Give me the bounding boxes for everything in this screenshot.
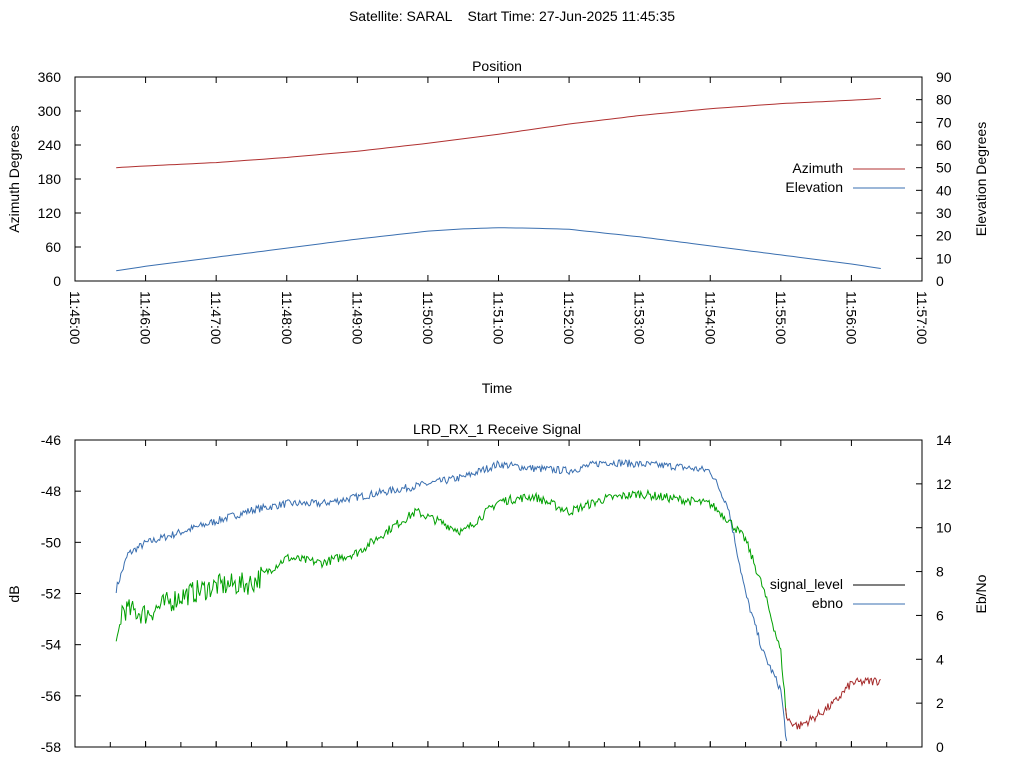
y-tick-label: 120 [38,205,62,221]
x-tick-label: 11:57:00 [914,291,930,345]
x-tick-label: 11:47:00 [208,291,224,345]
y-tick-label: -58 [41,739,61,755]
y2-tick-label: 30 [936,205,952,221]
y2-tick-label: 20 [936,228,952,244]
position-xlabel: Time [482,380,513,396]
signal-chart: LRD_RX_1 Receive Signal -58-56-54-52-50-… [6,421,989,755]
x-tick-label: 11:54:00 [702,291,718,345]
y2-tick-label: 12 [936,476,952,492]
ebno-line [115,459,788,742]
y2-tick-label: 50 [936,160,952,176]
page-title: Satellite: SARAL Start Time: 27-Jun-2025… [348,8,676,24]
position-series [116,98,881,272]
y-tick-label: -52 [41,586,61,602]
signal-series [115,459,881,742]
y-tick-label: 180 [38,171,62,187]
legend-signal-level-label: signal_level [770,576,843,592]
y-tick-label: -50 [41,534,61,550]
position-ticks: 0 60 120 180 240 300 360 0 10 20 30 40 50 60 70 80 90 11:… [38,69,952,345]
position-ylabel: Azimuth Degrees [6,125,22,232]
y2-tick-label: 4 [936,651,944,667]
y-tick-label: 300 [38,103,62,119]
position-y2label: Elevation Degrees [973,122,989,236]
x-tick-label: 11:50:00 [420,291,436,345]
y-tick-label: 0 [53,273,61,289]
signal-plot-frame [74,439,923,748]
y2-tick-label: 2 [936,695,944,711]
y2-tick-label: 60 [936,137,952,153]
position-chart-title: Position [472,58,522,74]
signal-level-line [115,488,788,719]
x-tick-label: 11:48:00 [279,291,295,345]
x-tick-label: 11:46:00 [138,291,154,345]
x-tick-label: 11:55:00 [773,291,789,345]
legend-elevation-label: Elevation [785,179,843,195]
y2-tick-label: 8 [936,564,944,580]
x-tick-label: 11:51:00 [491,291,507,345]
x-tick-label: 11:56:00 [843,291,859,345]
signal-level-low-line [785,676,881,730]
x-tick-label: 11:45:00 [67,291,83,345]
legend-azimuth-label: Azimuth [792,160,843,176]
y2-tick-label: 0 [936,739,944,755]
y2-tick-label: 6 [936,607,944,623]
y-tick-label: -48 [41,483,61,499]
x-tick-label: 11:49:00 [349,291,365,345]
elevation-line [116,227,881,272]
x-tick-label: 11:53:00 [632,291,648,345]
signal-y2label: Eb/No [973,574,989,613]
y-tick-label: 360 [38,69,62,85]
y-tick-label: 240 [38,137,62,153]
y2-tick-label: 10 [936,250,952,266]
position-legend: Azimuth Elevation [785,160,905,195]
signal-legend: signal_level ebno [770,576,905,611]
y2-tick-label: 80 [936,92,952,108]
signal-ticks: -58 -56 -54 -52 -50 -48 -46 0 2 4 6 8 10 12 14 [41,432,952,755]
signal-chart-title: LRD_RX_1 Receive Signal [413,421,581,437]
position-chart: Position 0 60 120 180 240 300 360 0 10 20 30 40 50 60… [6,58,989,396]
y2-tick-label: 90 [936,69,952,85]
x-tick-label: 11:52:00 [561,291,577,345]
y-tick-label: -46 [41,432,61,448]
y-tick-label: -56 [41,688,61,704]
y2-tick-label: 10 [936,520,952,536]
y2-tick-label: 70 [936,114,952,130]
y2-tick-label: 0 [936,273,944,289]
y2-tick-label: 14 [936,432,952,448]
y-tick-label: -54 [41,637,61,653]
azimuth-line [116,98,881,169]
legend-ebno-label: ebno [812,595,843,611]
signal-ylabel: dB [6,585,22,602]
y2-tick-label: 40 [936,182,952,198]
y-tick-label: 60 [45,239,61,255]
